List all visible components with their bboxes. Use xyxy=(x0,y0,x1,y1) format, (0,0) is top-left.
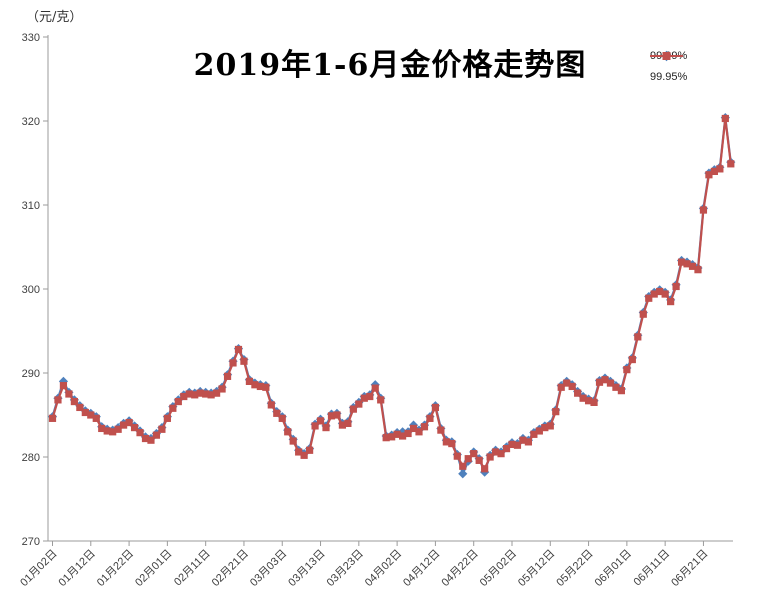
y-tick-label: 330 xyxy=(22,32,40,44)
x-tick-label: 04月02日 xyxy=(363,548,404,589)
series-line-99.95% xyxy=(51,117,732,470)
x-tick-label: 06月11日 xyxy=(632,548,673,589)
y-tick-label: 290 xyxy=(22,368,40,380)
legend-item-9995: 99.95% xyxy=(650,52,688,83)
x-tick-label: 01月02日 xyxy=(18,548,59,589)
y-tick-label: 280 xyxy=(22,452,40,464)
chart-title: 2019年1-6月金价格走势图 xyxy=(193,48,587,83)
x-tick-label: 02月01日 xyxy=(133,548,174,589)
x-tick-label: 03月13日 xyxy=(286,548,327,589)
legend: 99.99% 99.95% xyxy=(650,50,687,83)
y-tick-label: 320 xyxy=(22,116,40,128)
x-tick-label: 03月23日 xyxy=(325,548,366,589)
x-tick-label: 02月11日 xyxy=(172,548,213,589)
series-line-99.99% xyxy=(51,116,732,475)
legend-line-square-icon xyxy=(650,52,683,60)
y-tick-label: 310 xyxy=(22,200,40,212)
x-tick-label: 05月22日 xyxy=(554,548,595,589)
series-markers-99.99% xyxy=(47,113,736,479)
x-tick-label: 04月12日 xyxy=(401,548,442,589)
x-tick-label: 01月22日 xyxy=(95,548,136,589)
x-tick-label: 06月01日 xyxy=(593,548,634,589)
legend-label-9995: 99.95% xyxy=(650,71,688,83)
x-tick-label: 03月03日 xyxy=(248,548,289,589)
x-tick-label: 06月21日 xyxy=(669,548,710,589)
x-tick-label: 04月22日 xyxy=(439,548,480,589)
x-tick-label: 01月12日 xyxy=(57,548,98,589)
series-markers-99.95% xyxy=(48,114,735,473)
y-tick-label: 270 xyxy=(22,536,40,548)
x-tick-label: 02月21日 xyxy=(210,548,251,589)
y-tick-label: 300 xyxy=(22,284,40,296)
x-tick-label: 05月02日 xyxy=(478,548,519,589)
y-axis-unit-label: （元/克） xyxy=(26,10,83,25)
x-tick-label: 05月12日 xyxy=(516,548,557,589)
